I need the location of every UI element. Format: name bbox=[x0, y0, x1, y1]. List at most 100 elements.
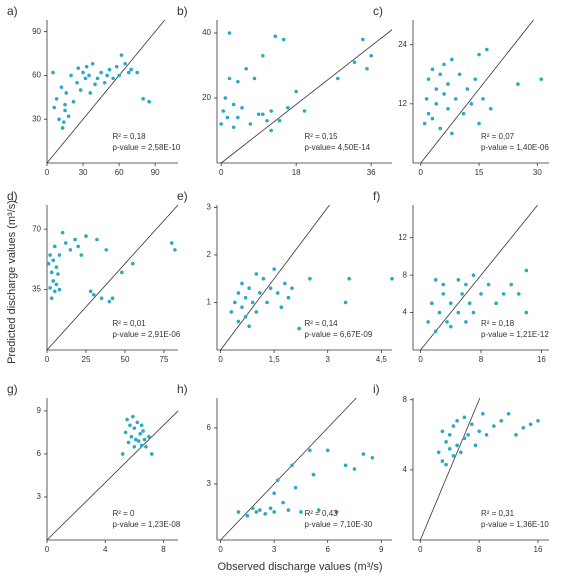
point bbox=[104, 248, 109, 252]
point bbox=[52, 289, 57, 294]
panel: b) 0 18 36 20 40 R² = 0,15 p-value= 4,50E-14 bbox=[177, 4, 393, 177]
point bbox=[123, 61, 127, 66]
point bbox=[46, 261, 51, 266]
point bbox=[240, 281, 244, 286]
point bbox=[75, 80, 79, 85]
annotation: p-value= 4,50E-14 bbox=[305, 143, 371, 152]
x-tick-label: 0 bbox=[419, 168, 424, 177]
point bbox=[173, 248, 177, 252]
point bbox=[308, 448, 312, 453]
panel-label: a) bbox=[7, 4, 18, 18]
point bbox=[444, 440, 448, 444]
one-to-one-line bbox=[46, 204, 179, 351]
point bbox=[426, 320, 430, 324]
point bbox=[486, 282, 491, 287]
point bbox=[126, 70, 131, 75]
point bbox=[261, 53, 265, 58]
point bbox=[133, 437, 138, 442]
one-to-one-line bbox=[46, 410, 179, 541]
point bbox=[128, 423, 132, 428]
point bbox=[390, 276, 394, 281]
x-tick-label: 30 bbox=[79, 168, 88, 177]
y-tick-label: 9 bbox=[37, 406, 42, 415]
point bbox=[84, 234, 88, 238]
x-tick-label: 0 bbox=[45, 545, 50, 554]
point bbox=[79, 253, 84, 257]
panel: a) 0 30 60 90 30 60 90 R² = 0,18 p-value = 2,58E-… bbox=[7, 4, 181, 177]
point bbox=[308, 276, 312, 281]
x-tick-label: 0 bbox=[418, 355, 423, 364]
point bbox=[283, 281, 287, 286]
point bbox=[290, 286, 294, 290]
point bbox=[132, 426, 137, 430]
annotation: R² = 0,14 bbox=[305, 319, 339, 328]
point bbox=[245, 513, 250, 518]
point bbox=[434, 87, 439, 91]
x-tick-label: 0 bbox=[219, 168, 224, 177]
point bbox=[457, 72, 462, 77]
annotation: p-value = 7,10E-30 bbox=[305, 520, 373, 529]
panel: e) 0 1,5 3 4,5 1 2 3 R² = 0,14 p-value = 6,67E-09 bbox=[177, 189, 394, 364]
x-tick-label: 8 bbox=[161, 545, 166, 554]
point bbox=[136, 439, 141, 443]
point bbox=[120, 452, 125, 456]
point bbox=[111, 76, 115, 81]
x-tick-label: 3 bbox=[272, 545, 277, 554]
point bbox=[424, 97, 429, 101]
point bbox=[78, 88, 83, 92]
point bbox=[509, 282, 514, 287]
x-axis-label: Observed discharge values (m³/s) bbox=[217, 561, 382, 573]
point bbox=[539, 77, 544, 81]
x-tick-label: 8 bbox=[479, 355, 484, 364]
point bbox=[48, 253, 52, 257]
annotation: p-value = 6,67E-09 bbox=[305, 330, 373, 339]
x-tick-label: 25 bbox=[82, 355, 91, 364]
point bbox=[442, 62, 446, 67]
point bbox=[258, 291, 262, 295]
point bbox=[248, 122, 253, 126]
point bbox=[422, 121, 427, 126]
point bbox=[516, 292, 521, 296]
point bbox=[481, 411, 485, 416]
point bbox=[51, 70, 55, 75]
point bbox=[63, 102, 67, 107]
point bbox=[448, 301, 453, 306]
point bbox=[84, 64, 89, 69]
point bbox=[110, 296, 115, 301]
point bbox=[139, 443, 144, 448]
point bbox=[261, 112, 265, 117]
one-to-one-line bbox=[420, 19, 534, 164]
panel-label: h) bbox=[177, 382, 188, 396]
panel: f) 0 8 16 4 8 12 R² = 0,18 p-value = 1,21E-12 bbox=[373, 189, 549, 364]
point bbox=[485, 47, 489, 52]
x-tick-label: 8 bbox=[477, 545, 482, 554]
y-tick-label: 6 bbox=[37, 449, 42, 458]
point bbox=[141, 429, 145, 433]
point bbox=[102, 80, 107, 85]
point bbox=[436, 450, 441, 455]
point bbox=[437, 310, 442, 315]
point bbox=[299, 510, 303, 514]
point bbox=[125, 417, 129, 422]
point bbox=[95, 237, 99, 242]
y-tick-label: 8 bbox=[403, 395, 408, 404]
point bbox=[247, 286, 251, 290]
one-to-one-line bbox=[46, 19, 166, 164]
y-tick-label: 30 bbox=[32, 114, 41, 123]
point bbox=[88, 289, 93, 294]
point bbox=[279, 305, 284, 310]
y-tick-label: 3 bbox=[207, 202, 212, 211]
point bbox=[484, 433, 489, 437]
point bbox=[231, 102, 236, 107]
annotation: R² = 0,15 bbox=[305, 132, 339, 141]
point bbox=[130, 261, 135, 266]
x-tick-label: 36 bbox=[367, 168, 376, 177]
point bbox=[494, 301, 498, 306]
point bbox=[57, 117, 61, 122]
point bbox=[95, 76, 100, 81]
point bbox=[120, 270, 124, 275]
point bbox=[343, 300, 348, 305]
point bbox=[370, 455, 375, 460]
panel-label: f) bbox=[373, 189, 380, 203]
point bbox=[277, 118, 282, 123]
